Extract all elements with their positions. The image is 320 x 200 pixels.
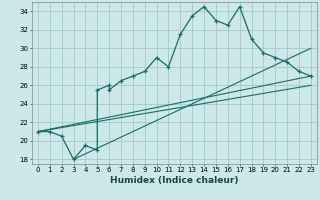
- X-axis label: Humidex (Indice chaleur): Humidex (Indice chaleur): [110, 176, 239, 185]
